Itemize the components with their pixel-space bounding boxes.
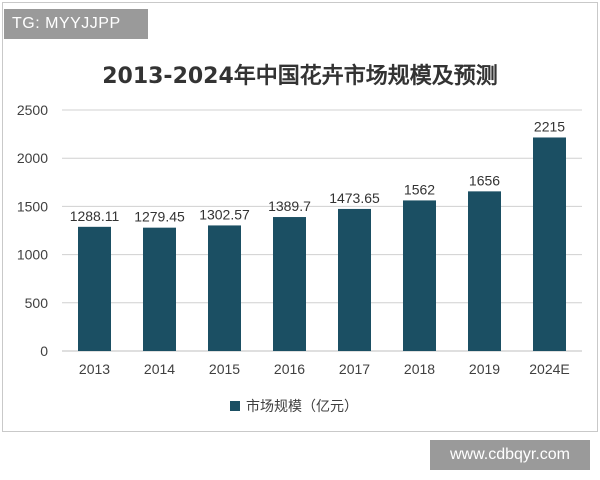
y-tick-label: 1500: [17, 198, 48, 214]
x-tick-label: 2014: [144, 361, 175, 377]
x-tick-label: 2019: [469, 361, 500, 377]
data-label: 1562: [404, 181, 435, 197]
bar: [403, 200, 436, 351]
bar: [338, 208, 371, 351]
x-tick-label: 2017: [339, 361, 370, 377]
bar: [208, 225, 241, 351]
y-tick-label: 2000: [17, 150, 48, 166]
bar: [143, 227, 176, 351]
bar: [468, 191, 501, 351]
y-tick-label: 0: [40, 343, 48, 359]
data-label: 2215: [534, 118, 565, 134]
watermark-bottom-right: www.cdbqyr.com: [430, 440, 590, 470]
data-label: 1473.65: [329, 190, 380, 206]
x-tick-label: 2024E: [529, 361, 569, 377]
bar: [78, 226, 111, 351]
bar: [533, 137, 566, 351]
legend-swatch: [230, 401, 240, 411]
bar: [273, 217, 306, 351]
watermark-top-left: TG: MYYJJPP: [4, 9, 148, 39]
y-tick-label: 1000: [17, 247, 48, 263]
chart-title: 2013-2024年中国花卉市场规模及预测: [102, 64, 498, 89]
y-tick-label: 2500: [17, 102, 48, 118]
data-label: 1279.45: [134, 209, 185, 225]
legend-label: 市场规模（亿元）: [246, 399, 358, 415]
x-tick-label: 2018: [404, 361, 435, 377]
x-tick-label: 2015: [209, 361, 240, 377]
x-tick-label: 2016: [274, 361, 305, 377]
data-label: 1302.57: [199, 206, 250, 222]
x-tick-label: 2013: [79, 361, 110, 377]
data-label: 1288.11: [70, 208, 120, 224]
data-label: 1656: [469, 172, 500, 188]
data-label: 1389.7: [268, 198, 311, 214]
chart-legend: 市场规模（亿元）: [230, 397, 358, 415]
y-tick-label: 500: [25, 295, 49, 311]
